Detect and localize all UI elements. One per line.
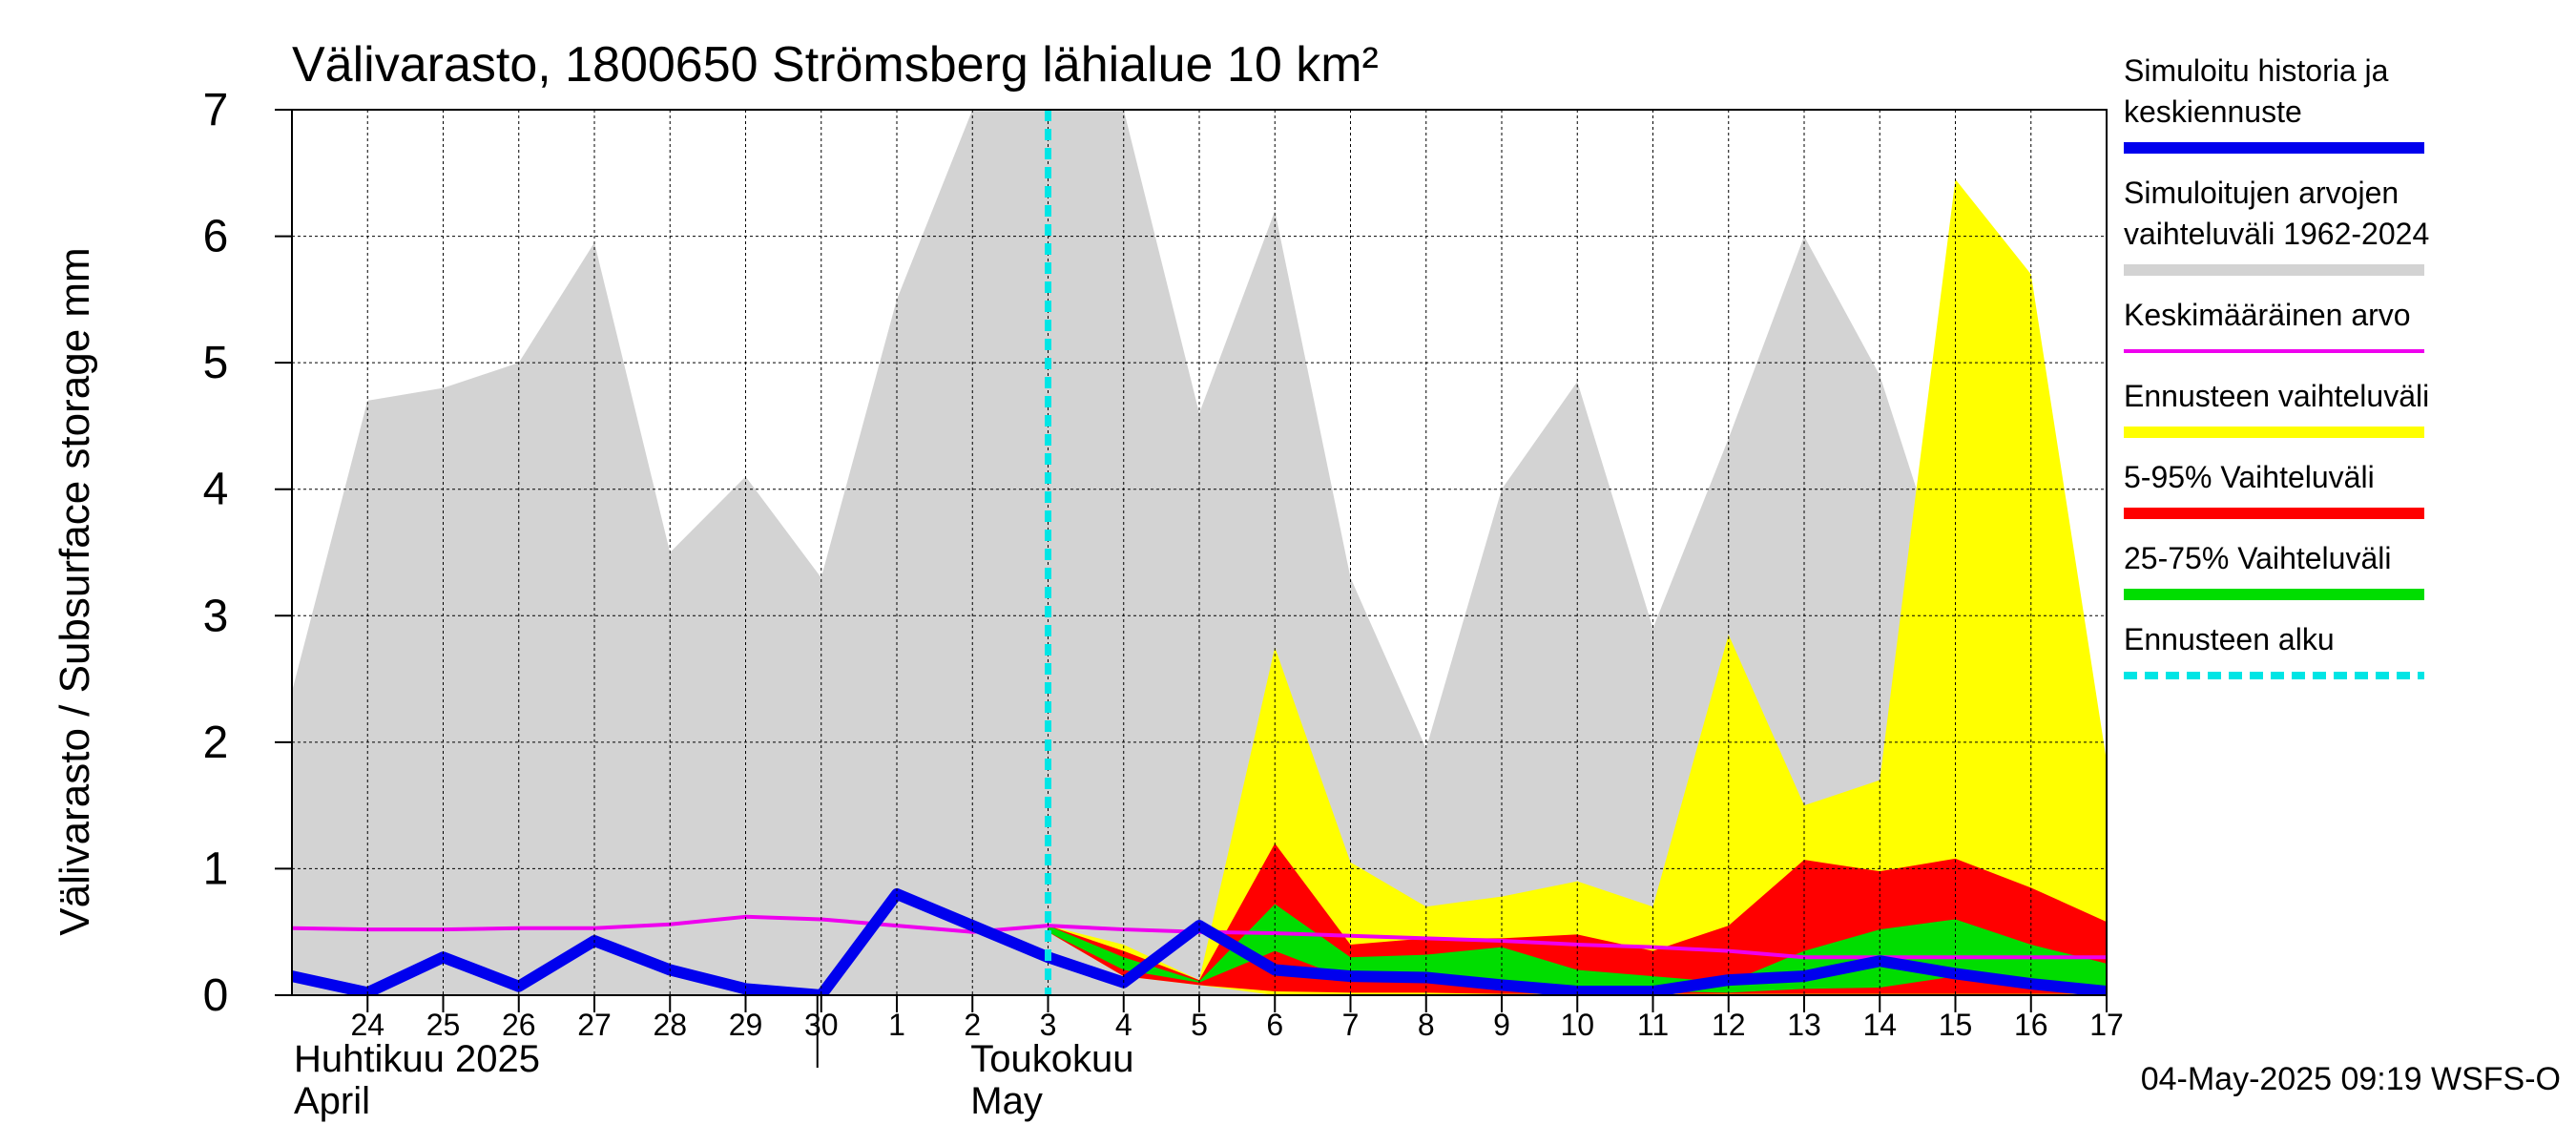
- x-tick-label: 13: [1787, 1008, 1821, 1042]
- legend-label: 5-95% Vaihteluväli: [2124, 460, 2375, 494]
- x-tick-label: 5: [1191, 1008, 1208, 1042]
- series-forecast-range: [1048, 178, 2107, 995]
- x-tick-label: 11: [1637, 1008, 1669, 1042]
- legend-label: Keskimääräinen arvo: [2124, 298, 2411, 332]
- month-label-fi: Toukokuu: [970, 1038, 1133, 1080]
- legend-item: Ennusteen vaihteluväli: [2124, 379, 2429, 438]
- legend-item: 25-75% Vaihteluväli: [2124, 541, 2424, 600]
- y-tick-label: 6: [203, 212, 229, 262]
- y-tick-label: 7: [203, 85, 229, 135]
- x-tick-label: 26: [502, 1008, 536, 1042]
- month-label-fi: Huhtikuu 2025: [294, 1038, 540, 1080]
- legend-item: Simuloitujen arvojen vaihteluväli 1962-20…: [2124, 176, 2429, 276]
- x-tick-label: 8: [1418, 1008, 1435, 1042]
- legend-item: Simuloitu historia ja keskiennuste: [2124, 53, 2424, 154]
- month-label-en: April: [294, 1080, 370, 1122]
- x-tick-label: 27: [577, 1008, 612, 1042]
- x-tick-label: 9: [1493, 1008, 1510, 1042]
- month-label-en: May: [970, 1080, 1043, 1122]
- x-tick-label: 16: [2014, 1008, 2048, 1042]
- x-tick-label: 14: [1862, 1008, 1897, 1042]
- x-tick-label: 6: [1266, 1008, 1283, 1042]
- y-tick-label: 1: [203, 843, 229, 894]
- x-tick-label: 10: [1560, 1008, 1594, 1042]
- legend-label: Simuloitujen arvojen: [2124, 176, 2399, 210]
- y-tick-label: 2: [203, 718, 229, 768]
- legend-label: keskiennuste: [2124, 94, 2302, 129]
- y-tick-label: 3: [203, 591, 229, 641]
- legend-label: 25-75% Vaihteluväli: [2124, 541, 2391, 575]
- grid: [292, 110, 2107, 995]
- x-tick-label: 29: [729, 1008, 763, 1042]
- y-tick-label: 5: [203, 338, 229, 388]
- x-tick-label: 12: [1712, 1008, 1746, 1042]
- x-tick-label: 1: [888, 1008, 905, 1042]
- x-tick-label: 3: [1040, 1008, 1057, 1042]
- legend: Simuloitu historia jakeskiennusteSimuloi…: [2124, 53, 2429, 679]
- x-tick-label: 4: [1115, 1008, 1132, 1042]
- legend-label: Ennusteen vaihteluväli: [2124, 379, 2429, 413]
- legend-item: Ennusteen alku: [2124, 622, 2424, 679]
- y-axis-label: Välivarasto / Subsurface storage mm: [52, 247, 98, 935]
- x-tick-label: 7: [1342, 1008, 1360, 1042]
- y-tick-label: 0: [203, 970, 229, 1021]
- legend-label: Ennusteen alku: [2124, 622, 2335, 656]
- chart-title: Välivarasto, 1800650 Strömsberg lähialue…: [292, 37, 1379, 93]
- x-tick-label: 2: [964, 1008, 981, 1042]
- x-tick-label: 28: [653, 1008, 687, 1042]
- legend-label: vaihteluväli 1962-2024: [2124, 217, 2429, 251]
- x-tick-label: 25: [426, 1008, 461, 1042]
- footer-timestamp: 04-May-2025 09:19 WSFS-O: [2141, 1061, 2561, 1097]
- y-tick-label: 4: [203, 465, 229, 515]
- legend-item: 5-95% Vaihteluväli: [2124, 460, 2424, 519]
- x-tick-label: 30: [804, 1008, 839, 1042]
- legend-label: Simuloitu historia ja: [2124, 53, 2389, 88]
- x-tick-label: 15: [1939, 1008, 1973, 1042]
- legend-item: Keskimääräinen arvo: [2124, 298, 2424, 353]
- x-tick-label: 24: [350, 1008, 384, 1042]
- x-tick-label: 17: [2089, 1008, 2124, 1042]
